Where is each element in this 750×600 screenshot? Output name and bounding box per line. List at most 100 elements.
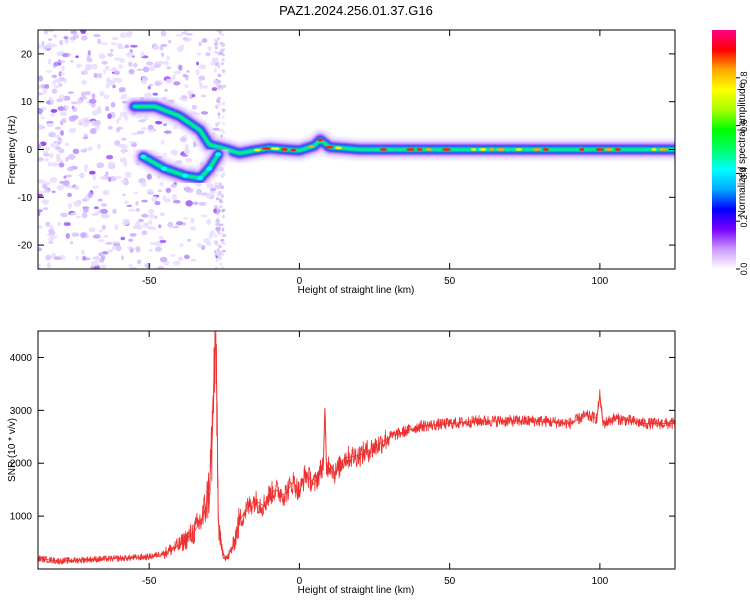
noise-speckle — [77, 173, 86, 177]
noise-speckle — [45, 254, 52, 261]
noise-speckle — [159, 181, 164, 187]
noise-speckle — [114, 57, 122, 61]
noise-speckle — [176, 221, 184, 226]
noise-speckle — [70, 30, 78, 35]
noise-speckle — [98, 53, 106, 60]
noise-speckle — [48, 161, 52, 167]
spectrogram-y-axis: -20 -10 0 10 20 — [18, 49, 675, 252]
noise-speckle — [220, 174, 225, 179]
noise-speckle — [128, 238, 134, 243]
noise-speckle — [221, 58, 225, 62]
noise-speckle — [219, 41, 224, 45]
noise-speckle — [175, 34, 183, 37]
x-tick-label: 100 — [592, 576, 609, 587]
noise-speckle — [43, 188, 50, 194]
noise-speckle — [90, 260, 99, 267]
ridge-hotspot — [206, 166, 213, 171]
colorbar-tick-label: 0.2 — [739, 215, 749, 228]
noise-speckle — [101, 224, 107, 230]
noise-speckle — [211, 87, 218, 92]
noise-speckle — [146, 173, 152, 180]
spectrogram-x-axis: -50 0 50 100 — [142, 30, 609, 287]
ridge-hotspot — [489, 148, 495, 151]
noise-speckle — [55, 146, 62, 150]
noise-speckle — [186, 90, 194, 95]
noise-speckle — [53, 141, 57, 144]
noise-speckle — [185, 157, 193, 163]
noise-speckle — [222, 214, 225, 219]
noise-speckle — [124, 171, 132, 178]
ridge-hotspot — [471, 148, 477, 151]
noise-speckle — [46, 42, 53, 49]
noise-speckle — [112, 84, 116, 89]
ridge-hotspot — [253, 148, 261, 152]
noise-speckle — [86, 54, 91, 61]
noise-speckle — [221, 62, 224, 65]
noise-speckle — [135, 200, 139, 206]
noise-speckle — [191, 93, 196, 98]
noise-speckle — [93, 206, 99, 210]
ridge-2-band — [141, 152, 220, 180]
noise-speckle — [219, 129, 224, 132]
noise-speckle — [82, 207, 89, 213]
spectrogram-x-label: Height of straight line (km) — [298, 285, 415, 296]
noise-speckle — [65, 174, 73, 178]
noise-speckle — [218, 96, 222, 100]
noise-speckle — [80, 30, 87, 34]
noise-speckle — [38, 43, 42, 50]
colorbar-tick-label: 0.6 — [739, 119, 749, 132]
noise-speckle — [195, 61, 200, 66]
noise-speckle — [222, 121, 225, 126]
noise-speckle — [65, 233, 71, 239]
noise-speckle — [216, 30, 221, 33]
noise-speckle — [186, 32, 193, 36]
noise-speckle — [147, 208, 155, 214]
noise-speckle — [70, 39, 75, 43]
noise-speckle — [162, 195, 167, 201]
noise-speckle — [198, 41, 202, 47]
noise-speckle — [110, 48, 114, 53]
noise-speckle — [105, 241, 113, 246]
noise-speckle — [221, 108, 225, 113]
noise-speckle — [40, 116, 45, 120]
noise-speckle — [84, 91, 92, 96]
noise-speckle — [45, 221, 51, 227]
noise-speckle — [214, 181, 219, 187]
noise-speckle — [159, 45, 164, 51]
noise-speckle — [100, 212, 108, 219]
noise-speckle — [143, 222, 147, 229]
noise-speckle — [129, 266, 137, 269]
noise-speckle — [73, 200, 82, 207]
noise-speckle — [216, 64, 221, 69]
noise-speckle — [57, 106, 65, 111]
noise-speckle — [56, 98, 63, 103]
noise-speckle — [178, 64, 183, 71]
ridge-hotspot — [425, 148, 432, 151]
noise-speckle — [199, 82, 204, 90]
noise-speckle — [50, 108, 58, 113]
noise-speckle — [148, 65, 156, 72]
noise-speckle — [148, 213, 156, 219]
noise-speckle — [89, 120, 96, 124]
noise-speckle — [118, 116, 122, 121]
noise-speckle — [104, 65, 110, 71]
noise-speckle — [91, 93, 96, 100]
noise-speckle — [50, 113, 55, 117]
noise-speckle — [184, 30, 188, 34]
noise-speckle — [135, 208, 141, 212]
colorbar-label: Normalized spectral amplitude — [737, 82, 748, 217]
noise-speckle — [68, 202, 72, 210]
noise-speckle — [157, 189, 162, 193]
noise-speckle — [38, 211, 41, 217]
noise-speckle — [82, 121, 90, 127]
noise-speckle — [123, 161, 128, 167]
noise-speckle — [97, 143, 101, 150]
noise-speckle — [160, 212, 165, 217]
noise-speckle — [179, 243, 184, 247]
noise-speckle — [46, 262, 51, 268]
ridge-hotspot — [325, 145, 334, 149]
noise-speckle — [76, 98, 82, 105]
ridge-hotspot — [406, 148, 415, 151]
noise-speckle — [121, 137, 127, 141]
snr-y-axis: 1000 2000 3000 4000 — [10, 353, 675, 523]
